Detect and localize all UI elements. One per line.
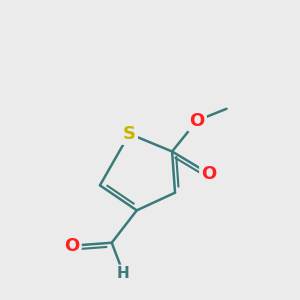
Text: O: O	[190, 112, 205, 130]
Text: O: O	[201, 165, 217, 183]
Text: S: S	[123, 125, 136, 143]
Text: O: O	[64, 237, 80, 255]
Text: H: H	[117, 266, 130, 281]
